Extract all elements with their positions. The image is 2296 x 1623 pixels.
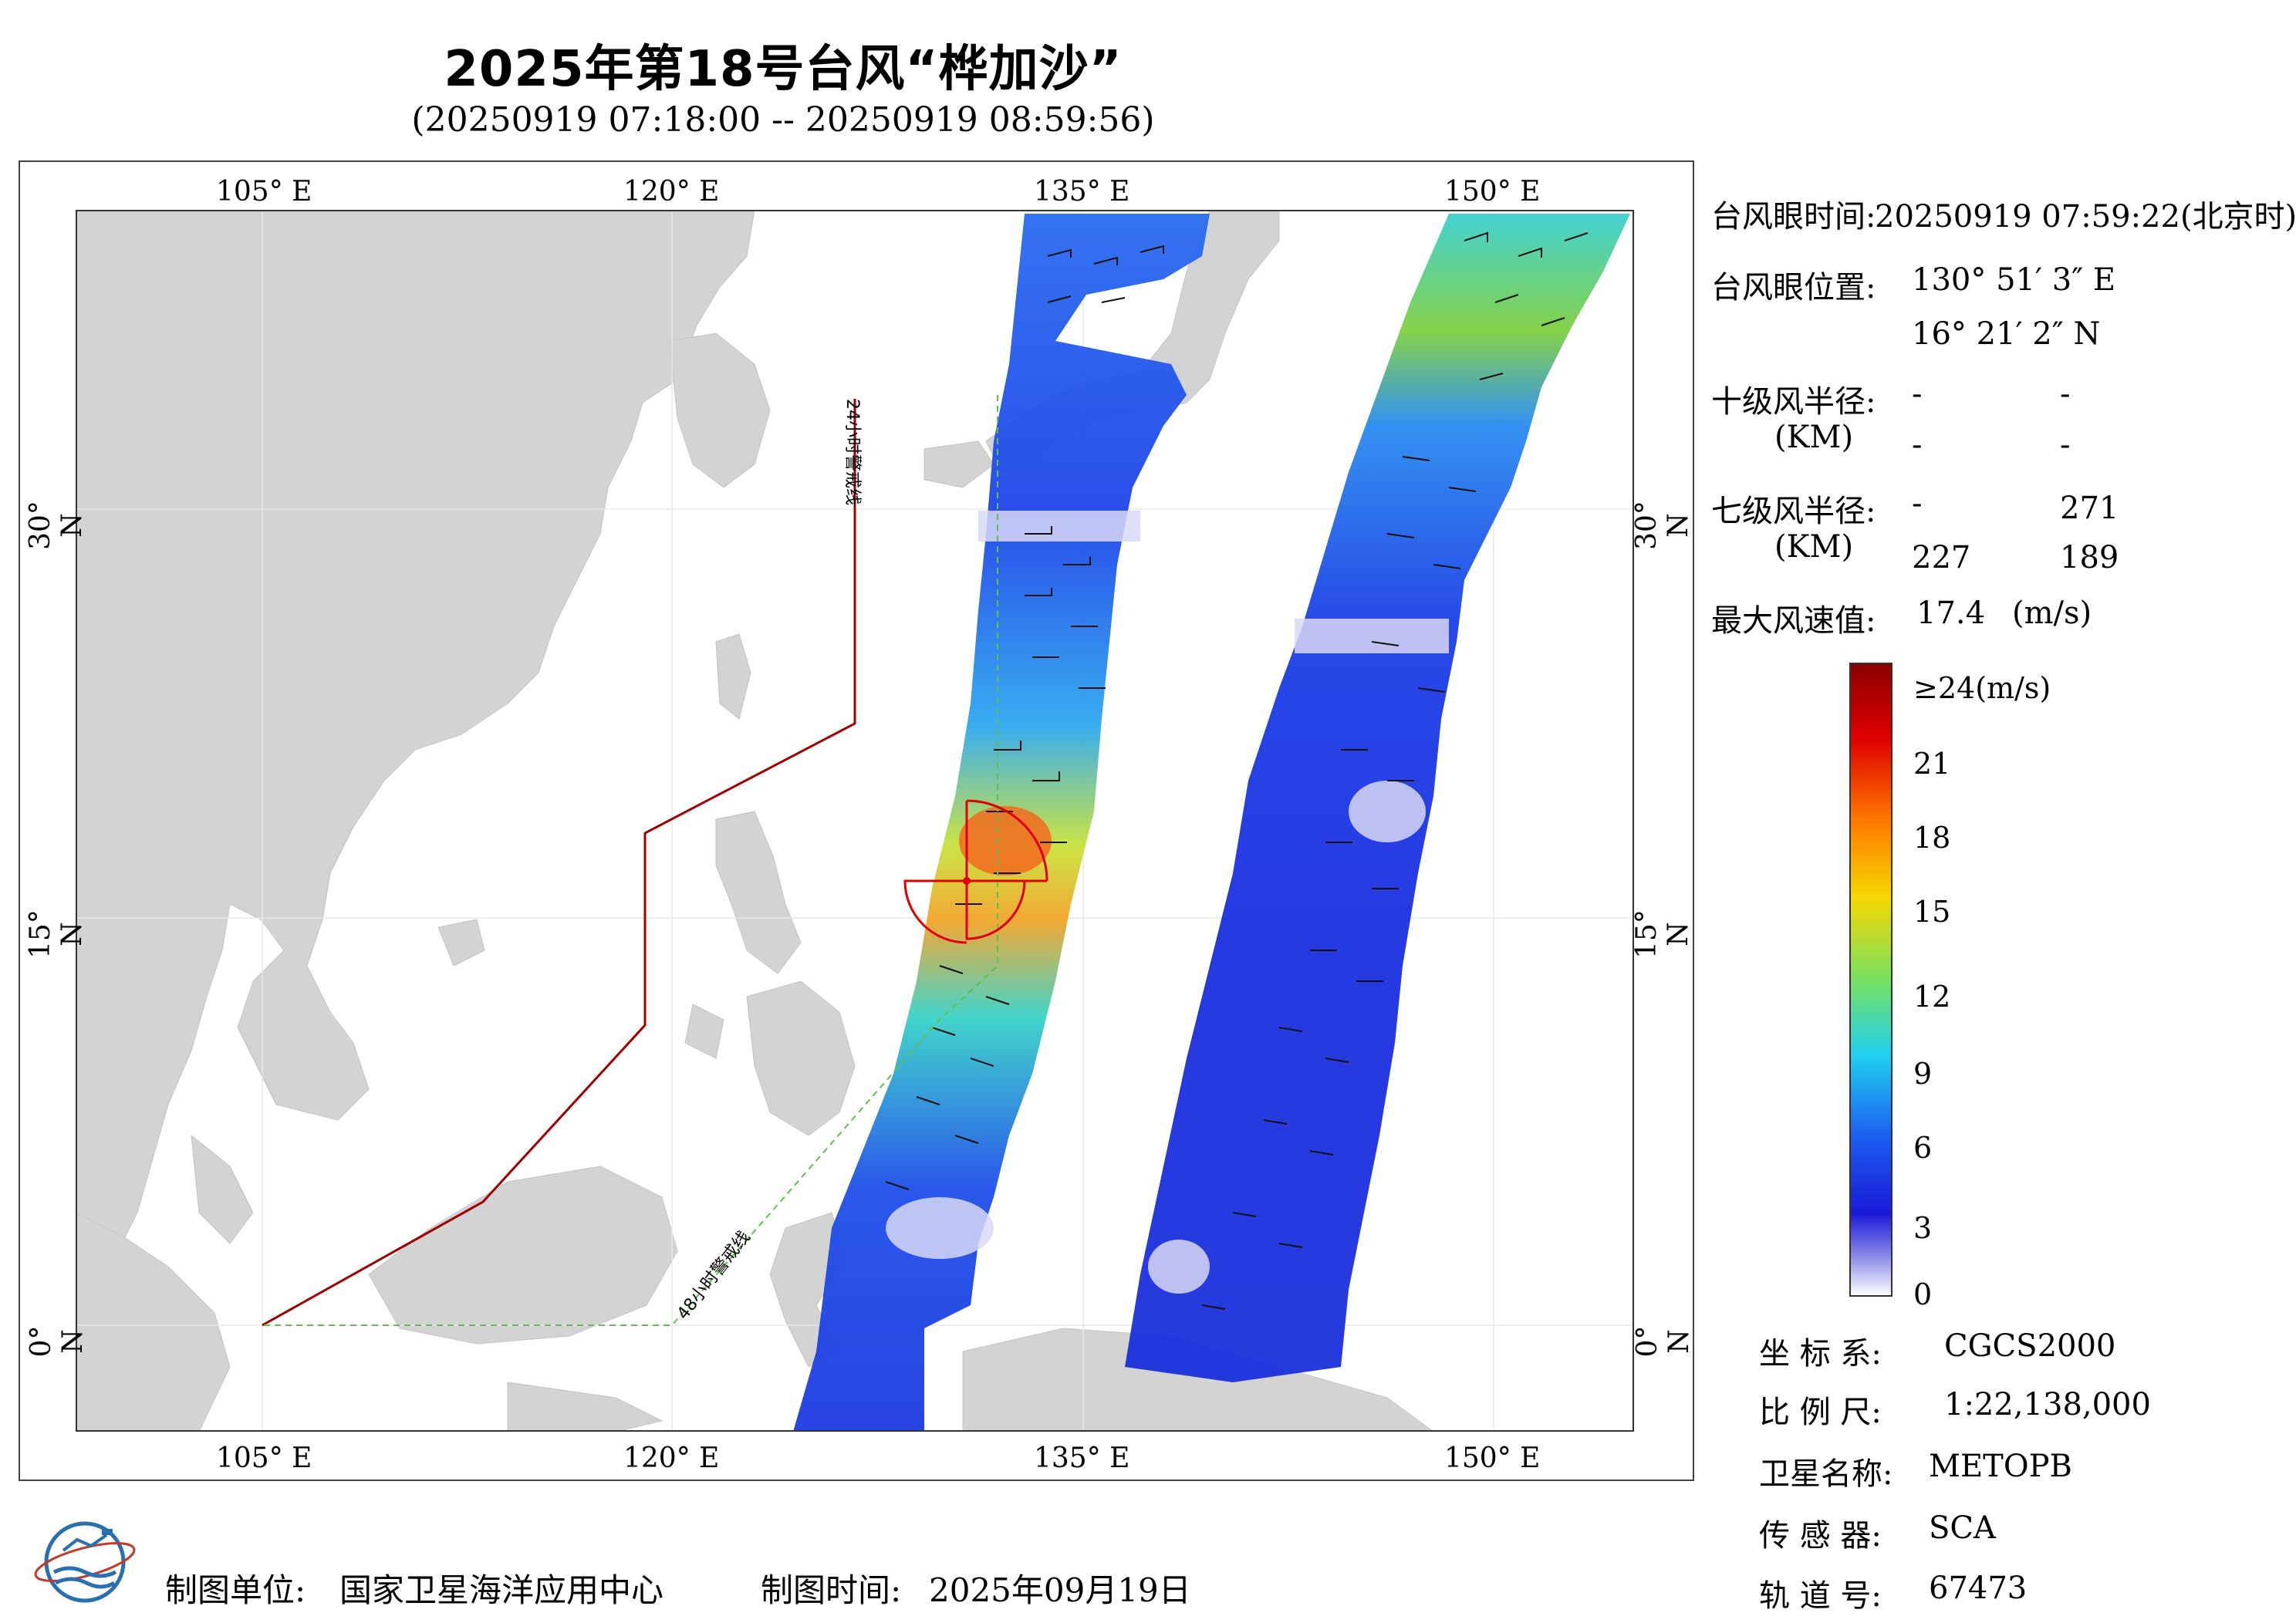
wind-barbs	[885, 231, 1589, 1310]
sensor-label: 传 感 器:	[1759, 1518, 1882, 1554]
colorbar-label-9: 9	[1913, 1057, 1933, 1091]
maker-label: 制图单位:	[165, 1571, 306, 1609]
colorbar-label-3: 3	[1913, 1211, 1933, 1245]
warning-24h-label: 24小时警戒线	[842, 399, 862, 505]
colorbar-label-0: 0	[1913, 1277, 1933, 1311]
lat-label-left-30: 30° N	[25, 501, 88, 550]
r10-value-2: -	[2060, 376, 2071, 412]
eye-time-label: 台风眼时间:	[1711, 199, 1876, 235]
eye-lon-value: 130° 51′ 3″ E	[1912, 262, 2116, 298]
max-wind-label: 最大风速值:	[1711, 603, 1876, 639]
orbit-label: 轨 道 号:	[1759, 1578, 1882, 1614]
satellite-label: 卫星名称:	[1759, 1456, 1893, 1492]
max-wind-value: 17.4	[1916, 596, 1986, 631]
low-wind-patches	[886, 511, 1449, 1294]
plot-border	[76, 210, 1634, 1432]
orbit-value: 67473	[1929, 1571, 2028, 1606]
lon-label-top-120: 120° E	[623, 176, 720, 208]
crs-value: CGCS2000	[1944, 1328, 2116, 1364]
colorbar-label-12: 12	[1913, 980, 1951, 1014]
colorbar-label-6: 6	[1913, 1131, 1933, 1165]
r10-value-1: -	[1912, 376, 1923, 412]
r7-value-1: -	[1912, 486, 1923, 521]
lon-label-bottom-120: 120° E	[623, 1442, 720, 1474]
scale-value: 1:22,138,000	[1944, 1387, 2151, 1422]
scale-label: 比 例 尺:	[1759, 1395, 1882, 1430]
colorbar-label-24: ≥24(m/s)	[1913, 671, 2051, 705]
crs-label: 坐 标 系:	[1759, 1336, 1882, 1372]
nsoas-logo-icon	[34, 1521, 136, 1603]
max-wind-unit: (m/s)	[2012, 596, 2092, 631]
r10-value-4: -	[2060, 427, 2071, 463]
r7-value-2: 271	[2060, 491, 2119, 526]
lon-label-bottom-135: 135° E	[1034, 1442, 1130, 1474]
lat-label-right-0: 0° N	[1632, 1325, 1695, 1358]
eye-time-value: 20250919 07:59:22(北京时)	[1875, 199, 2296, 235]
land-masses	[76, 210, 1434, 1432]
lon-label-top-150: 150° E	[1444, 176, 1541, 208]
maker-value: 国家卫星海洋应用中心	[339, 1571, 664, 1609]
page-title: 2025年第18号台风“桦加沙”	[444, 41, 1123, 98]
lat-label-left-15: 15° N	[25, 909, 88, 959]
r7-label: 七级风半径:	[1711, 494, 1876, 529]
wind-map: 24小时警戒线 48小时警戒线	[76, 210, 1634, 1432]
high-wind-core	[959, 806, 1052, 876]
eye-pos-label: 台风眼位置:	[1711, 270, 1876, 305]
warning-line-48h	[262, 395, 998, 1326]
r10-value-3: -	[1912, 427, 1923, 463]
wind-speed-colorbar	[1849, 663, 1893, 1297]
map-frame	[19, 160, 1694, 1481]
lat-label-right-15: 15° N	[1631, 909, 1694, 959]
sensor-value: SCA	[1929, 1510, 1996, 1546]
eye-lat-value: 16° 21′ 2″ N	[1912, 316, 2101, 352]
time-range-subtitle: (20250919 07:18:00 -- 20250919 08:59:56)	[411, 100, 1155, 140]
lon-label-top-135: 135° E	[1034, 176, 1130, 208]
r10-label: 十级风半径:	[1711, 384, 1876, 420]
colorbar-label-15: 15	[1913, 895, 1951, 929]
lon-label-bottom-105: 105° E	[216, 1442, 312, 1474]
date-value: 2025年09月19日	[929, 1571, 1191, 1609]
lat-label-right-30: 30° N	[1631, 501, 1694, 550]
satellite-value: METOPB	[1929, 1449, 2072, 1484]
date-label: 制图时间:	[761, 1571, 902, 1609]
colorbar-label-18: 18	[1913, 821, 1951, 855]
typhoon-eye-point	[963, 877, 971, 885]
lat-label-left-0: 0° N	[25, 1325, 89, 1358]
r7-value-4: 189	[2060, 540, 2119, 575]
lon-label-bottom-150: 150° E	[1444, 1442, 1541, 1474]
r7-value-3: 227	[1912, 540, 1971, 575]
warning-line-24h	[262, 399, 856, 1327]
r10-unit: (KM)	[1774, 420, 1854, 455]
r7-unit: (KM)	[1774, 529, 1854, 565]
lon-label-top-105: 105° E	[216, 176, 312, 208]
colorbar-label-21: 21	[1913, 747, 1951, 781]
typhoon-eye-marker	[903, 799, 1048, 944]
